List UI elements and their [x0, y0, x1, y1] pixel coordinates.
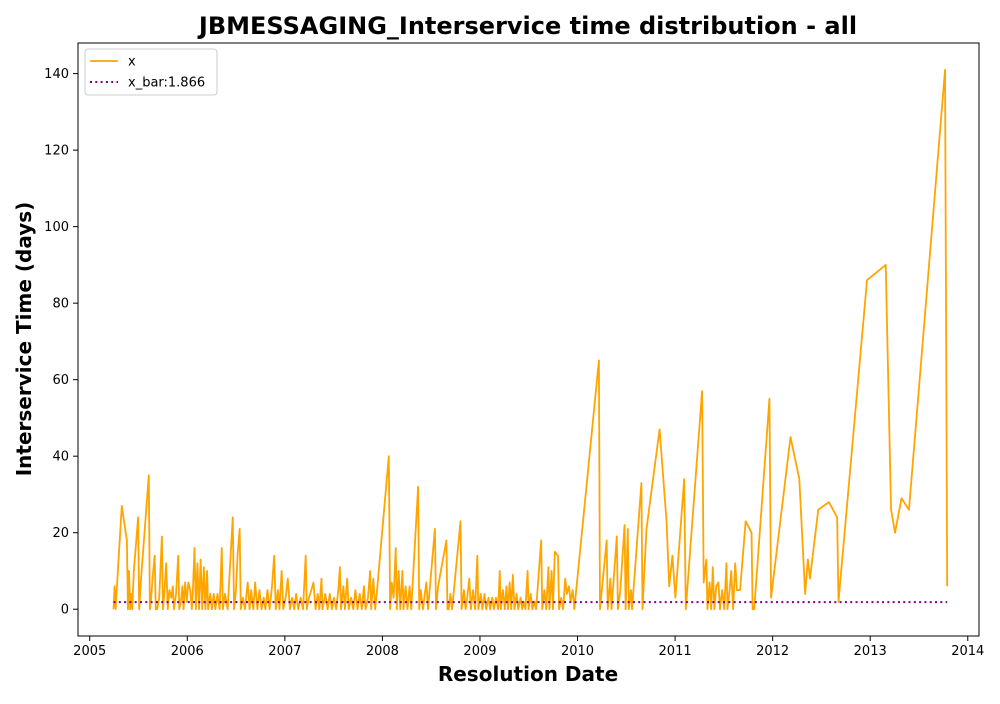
legend: x x_bar:1.866 — [84, 48, 218, 96]
y-tick-label: 140 — [44, 67, 69, 82]
x-tick-label: 2014 — [951, 644, 984, 659]
y-tick-label: 80 — [52, 297, 69, 312]
y-tick-label: 100 — [44, 220, 69, 235]
x-tick-label: 2010 — [561, 644, 594, 659]
legend-label-x-bar: x_bar:1.866 — [128, 76, 205, 91]
y-tick-label: 40 — [52, 450, 69, 465]
x-tick-label: 2005 — [73, 644, 106, 659]
y-tick-label: 0 — [61, 603, 69, 618]
x-tick-label: 2011 — [659, 644, 692, 659]
x-tick-label: 2012 — [756, 644, 789, 659]
plot-frame — [77, 42, 980, 637]
x-tick-label: 2009 — [463, 644, 496, 659]
x-axis: 2005 2006 2007 2008 2009 2010 2011 2012 2013 2014 — [73, 636, 984, 659]
x-axis-label: Resolution Date — [438, 662, 618, 686]
x-tick-label: 2008 — [366, 644, 399, 659]
y-tick-label: 120 — [44, 144, 69, 159]
chart-title: JBMESSAGING_Interservice time distributi… — [197, 12, 857, 40]
y-tick-label: 60 — [52, 373, 69, 388]
legend-label-x: x — [128, 55, 136, 70]
y-axis: 0 20 40 60 80 100 120 140 — [44, 67, 78, 618]
plot-area — [112, 68, 949, 611]
x-tick-label: 2007 — [268, 644, 301, 659]
x-tick-label: 2006 — [171, 644, 204, 659]
x-tick-label: 2013 — [854, 644, 887, 659]
series-line-x — [112, 68, 949, 611]
y-tick-label: 20 — [52, 526, 69, 541]
y-axis-label: Interservice Time (days) — [12, 202, 36, 477]
